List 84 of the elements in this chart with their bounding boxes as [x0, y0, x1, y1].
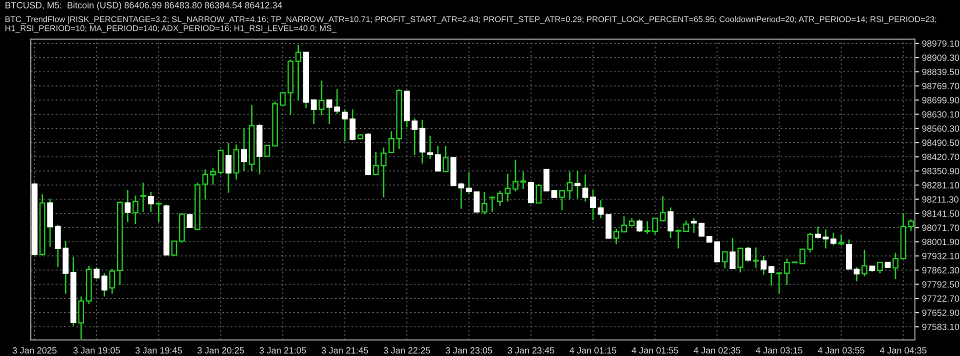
x-tick-label: 4 Jan 03:15	[756, 347, 802, 354]
candlestick	[606, 213, 612, 239]
candlestick	[621, 215, 627, 233]
candlestick	[544, 168, 550, 192]
y-tick-label: 98350.90	[922, 168, 960, 174]
candlestick	[660, 196, 666, 222]
candlestick	[582, 174, 588, 202]
x-tick-label: 3 Jan 19:45	[135, 347, 182, 354]
y-tick-label: 98699.90	[922, 97, 960, 104]
candlestick	[156, 202, 162, 223]
x-tick-label: 3 Jan 21:05	[260, 347, 306, 354]
y-tick-label: 98490.50	[922, 140, 960, 146]
x-tick-label: 3 Jan 23:45	[508, 347, 554, 354]
x-tick-label: 3 Jan 22:25	[384, 347, 430, 354]
candlestick	[481, 191, 488, 215]
y-tick-label: 97652.90	[922, 310, 960, 316]
candlestick	[908, 218, 914, 232]
x-tick-label: 3 Jan 2025	[12, 347, 57, 354]
candlestick	[598, 199, 604, 219]
x-tick-label: 3 Jan 19:05	[73, 347, 120, 354]
candlestick	[171, 240, 178, 256]
candlestick	[776, 272, 782, 294]
candlestick	[233, 144, 240, 180]
candlestick	[559, 189, 565, 211]
y-tick-label: 98839.50	[922, 68, 960, 76]
x-tick-label: 4 Jan 01:15	[570, 347, 616, 354]
candlestick	[218, 149, 224, 176]
candlestick	[752, 246, 759, 269]
candlestick	[892, 252, 898, 280]
y-tick-label: 98560.30	[922, 125, 960, 132]
candlestick	[226, 142, 232, 194]
candlestick	[520, 170, 526, 190]
y-tick-label: 98071.70	[922, 224, 960, 231]
candlestick	[636, 218, 642, 233]
text: BTC_TrendFlow |RISK_PERCENTAGE=3.2; SL_NARROW_ATR=4.16; TP_NARROW_ATR=10.71; PROFIT_START_ATR=2.43; PROFIT_STEP_ATR=0.29; PROFIT_LOCK_PERCENT=65.95; CooldownPeriod=20; ATR_PERIOD=14; RSI_PERIOD=23; H1_RSI_PERIOD=10; MA_PERIOD=140; ADX_PERIOD=16; H1_RSI_LEVEL=40.0; MS_	[5, 16, 936, 33]
candlestick	[186, 213, 193, 229]
candlestick	[838, 234, 844, 246]
candlestick	[109, 268, 116, 294]
y-tick-label: 98001.90	[922, 238, 960, 246]
candlestick	[202, 168, 208, 200]
x-tick-label: 4 Jan 03:55	[818, 347, 864, 354]
y-tick-label: 98281.10	[922, 182, 960, 188]
y-tick-label: 98630.10	[922, 111, 960, 118]
candlestick	[877, 261, 883, 274]
candlestick	[78, 296, 84, 340]
y-tick-label: 97583.10	[922, 324, 960, 330]
x-tick-label: 4 Jan 01:55	[632, 347, 678, 354]
x-tick-label: 4 Jan 04:35	[880, 347, 926, 354]
candlestick	[862, 249, 868, 277]
candlestick	[442, 145, 449, 172]
candlestick	[489, 196, 496, 213]
candlestick	[132, 194, 138, 225]
candlestick	[590, 189, 596, 221]
x-tick-label: 3 Jan 23:05	[446, 347, 492, 354]
candlestick	[140, 182, 146, 213]
x-tick-label: 3 Jan 21:45	[322, 347, 368, 354]
candlestick	[241, 128, 247, 172]
candlestick	[528, 181, 534, 204]
candlestick	[566, 170, 573, 200]
candlestick	[574, 170, 580, 200]
y-tick-label: 97862.30	[922, 267, 960, 274]
candlestick	[536, 183, 542, 204]
chart-title: BTCUSD, M5: Bitcoin (USD) 86406.99 86483.80 86384.54 86412.34	[6, 2, 282, 10]
x-tick-label: 3 Jan 20:25	[197, 347, 244, 354]
x-tick-label: 4 Jan 02:35	[694, 347, 740, 354]
candlestick	[280, 91, 286, 106]
candlestick	[854, 266, 860, 282]
candlestick	[210, 167, 216, 186]
y-tick-label: 97722.70	[922, 295, 960, 302]
candlestick	[722, 250, 728, 270]
y-tick-label: 97792.50	[922, 281, 960, 288]
candlestick	[613, 228, 620, 245]
candlestick	[512, 159, 518, 192]
y-tick-label: 98211.30	[922, 196, 958, 203]
y-tick-label: 98979.10	[922, 40, 960, 47]
y-tick-label: 98769.70	[922, 82, 960, 90]
y-tick-label: 98141.50	[922, 210, 960, 217]
y-tick-label: 98909.30	[922, 54, 960, 61]
candlestick	[318, 80, 325, 116]
y-tick-label: 98420.70	[922, 154, 960, 160]
candlestick	[295, 44, 302, 102]
candlestick	[264, 144, 270, 157]
candlestick	[737, 246, 744, 274]
y-tick-label: 97932.10	[922, 252, 960, 260]
